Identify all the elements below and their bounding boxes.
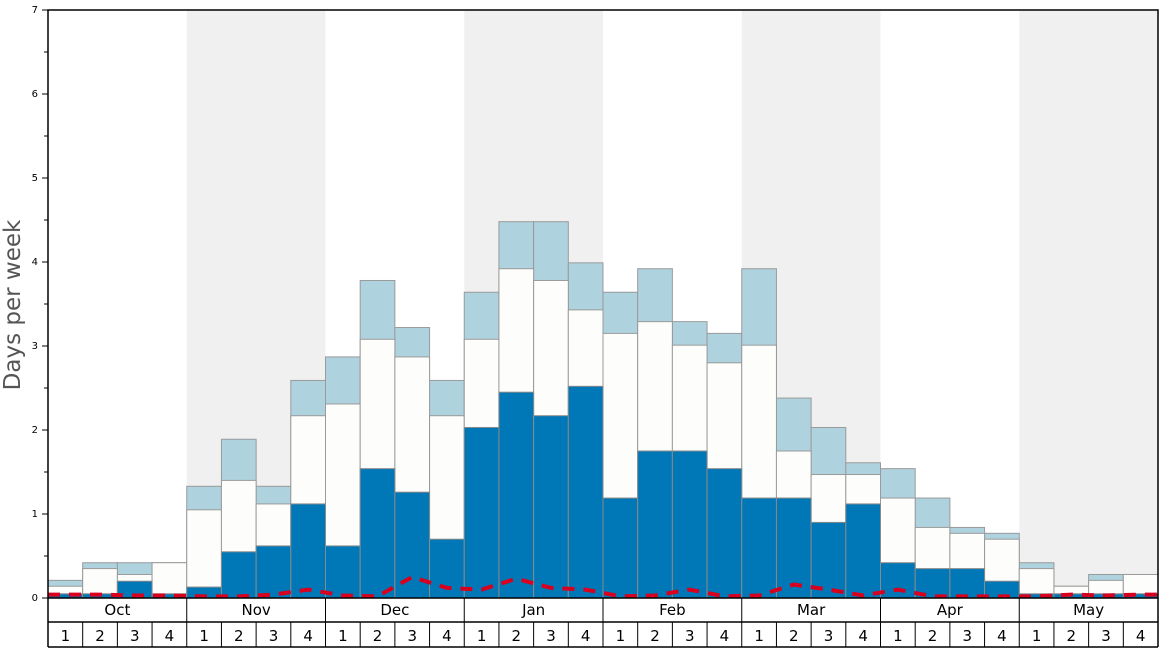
- month-label: Apr: [937, 601, 964, 619]
- week-label: 3: [546, 627, 556, 645]
- bar: [637, 450, 673, 599]
- bar: [671, 450, 708, 599]
- month-label: Nov: [241, 601, 270, 619]
- bar: [220, 551, 257, 599]
- week-label: 3: [824, 627, 834, 645]
- bar: [463, 426, 500, 599]
- week-label: 1: [616, 627, 626, 645]
- y-axis-label: Days per week: [0, 219, 26, 390]
- week-label: 4: [997, 627, 1007, 645]
- week-label: 2: [1067, 627, 1077, 645]
- week-label: 1: [754, 627, 764, 645]
- week-label: 3: [1101, 627, 1111, 645]
- bar: [845, 503, 881, 599]
- bar: [533, 415, 569, 599]
- bar: [567, 385, 604, 599]
- week-label: 4: [581, 627, 591, 645]
- bar: [949, 568, 986, 599]
- y-tick-label: 1: [32, 509, 38, 520]
- y-tick-label: 2: [32, 425, 38, 436]
- week-label: 4: [303, 627, 313, 645]
- month-label: May: [1073, 601, 1104, 619]
- bar: [810, 521, 847, 599]
- y-tick-label: 4: [32, 257, 38, 268]
- week-label: 3: [130, 627, 140, 645]
- bar: [498, 391, 535, 599]
- week-label: 3: [269, 627, 279, 645]
- bar: [880, 562, 916, 599]
- x-axis: Oct 1 2 3 4 Nov 1 2 3 4 Dec 1 2 3 4 Jan 1 2 3 4 Feb 1 2 3 4 Mar 1 2…: [47, 598, 1159, 648]
- y-axis: 0 1 2 3 4 5 6 7: [32, 5, 48, 604]
- bar: [186, 509, 222, 599]
- week-label: 2: [650, 627, 660, 645]
- y-tick-label: 7: [32, 5, 38, 16]
- week-label: 4: [720, 627, 730, 645]
- month-label: Oct: [104, 601, 130, 619]
- week-label: 2: [928, 627, 938, 645]
- week-label: 4: [858, 627, 868, 645]
- week-label: 4: [442, 627, 452, 645]
- week-label: 2: [512, 627, 522, 645]
- y-tick-label: 0: [32, 593, 38, 604]
- week-label: 2: [373, 627, 383, 645]
- week-label: 1: [477, 627, 487, 645]
- week-label: 3: [685, 627, 695, 645]
- y-tick-label: 5: [32, 173, 38, 184]
- week-label: 3: [407, 627, 417, 645]
- bar: [775, 497, 812, 599]
- month-label: Feb: [659, 601, 686, 619]
- week-label: 4: [165, 627, 175, 645]
- bar: [325, 545, 361, 599]
- bar: [602, 497, 639, 599]
- bar: [359, 468, 396, 599]
- month-label: Jan: [521, 601, 545, 619]
- month-label: Mar: [797, 601, 826, 619]
- bar: [741, 497, 777, 599]
- bar: [706, 468, 743, 599]
- week-label: 1: [1032, 627, 1042, 645]
- bar: [151, 562, 188, 599]
- week-label: 1: [893, 627, 903, 645]
- week-label: 4: [1136, 627, 1146, 645]
- week-label: 2: [234, 627, 244, 645]
- bar: [255, 545, 292, 599]
- week-label: 1: [338, 627, 348, 645]
- week-label: 1: [61, 627, 71, 645]
- bars-layer: [47, 221, 1159, 599]
- y-tick-label: 6: [32, 89, 38, 100]
- y-tick-label: 3: [32, 341, 38, 352]
- week-label: 2: [789, 627, 799, 645]
- week-label: 1: [199, 627, 209, 645]
- week-label: 3: [962, 627, 972, 645]
- month-label: Dec: [380, 601, 409, 619]
- month-shade: [1019, 10, 1158, 598]
- week-label: 2: [95, 627, 105, 645]
- bar: [290, 503, 326, 599]
